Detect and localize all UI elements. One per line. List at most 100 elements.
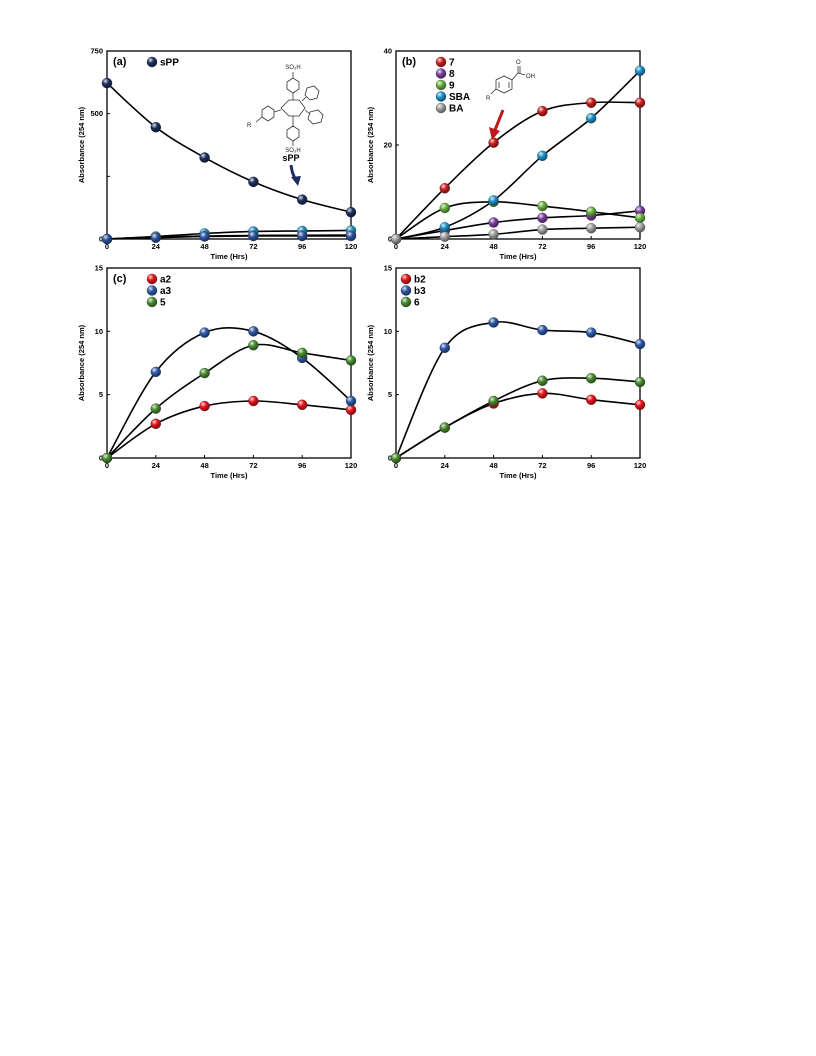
data-point-8 — [537, 212, 548, 224]
x-tick-label: 24 — [152, 242, 161, 251]
data-point-8 — [488, 217, 499, 228]
data-point-b3 — [537, 324, 548, 336]
legend-label: sPP — [160, 58, 179, 69]
x-tick-label: 0 — [105, 461, 109, 470]
y-tick-label: 0 — [99, 235, 103, 244]
legend-label: BA — [449, 104, 463, 115]
y-tick-label: 0 — [388, 454, 392, 463]
x-tick-label: 24 — [152, 461, 161, 470]
y-axis-label: Absorbance (254 nm) — [366, 106, 375, 183]
data-point-7 — [634, 97, 646, 108]
x-tick-label: 96 — [298, 461, 306, 470]
data-point-unlabeled-3 — [297, 230, 308, 242]
data-point-9 — [537, 200, 548, 212]
data-point-ba — [537, 224, 548, 235]
data-point-ba — [488, 229, 499, 240]
x-axis-label: Time (Hrs) — [500, 252, 537, 261]
data-point-a2 — [150, 418, 162, 429]
data-point-a3 — [345, 395, 357, 407]
x-tick-label: 0 — [394, 461, 398, 470]
data-point-spp — [345, 206, 357, 218]
data-point-sba — [439, 222, 450, 233]
data-point-b3 — [488, 317, 499, 328]
panel-label: (b) — [402, 56, 416, 68]
structure-label-r: R — [247, 123, 252, 129]
series-line-b2 — [395, 392, 641, 459]
plot-frame — [106, 50, 352, 240]
chart-panel-b: 0 24 48 72 96 120 0 20 40 Time (Hrs) Absorbance (2… — [366, 47, 646, 262]
panel-label: (a) — [113, 56, 127, 68]
legend-label: b3 — [414, 286, 426, 297]
legend-label: 9 — [449, 81, 455, 92]
data-point-5 — [248, 340, 259, 351]
legend-label: 7 — [449, 58, 455, 69]
data-point-a2 — [297, 399, 308, 410]
data-point-ba — [439, 231, 450, 242]
structure-label-r-b: R — [486, 96, 491, 102]
data-point-6 — [488, 395, 499, 407]
data-point-6 — [586, 373, 597, 384]
data-point-9 — [439, 202, 450, 214]
plot-frame — [395, 267, 641, 459]
series-line-6 — [395, 377, 641, 459]
plot-frame — [106, 267, 352, 459]
x-tick-label: 72 — [538, 461, 546, 470]
data-point-7 — [439, 183, 450, 194]
data-point-ba — [586, 222, 597, 234]
legend-label: 6 — [414, 298, 420, 309]
y-tick-label: 500 — [90, 109, 103, 118]
data-point-6 — [537, 375, 548, 386]
data-point-unlabeled-3 — [248, 230, 259, 242]
x-axis-label: Time (Hrs) — [500, 471, 537, 480]
data-point-unlabeled-3 — [199, 231, 210, 242]
legend-label: a3 — [160, 286, 172, 297]
legend-marker — [435, 102, 447, 114]
data-point-sba — [488, 195, 499, 206]
data-point-sba — [586, 113, 597, 124]
data-point-a2 — [248, 395, 259, 407]
x-tick-label: 120 — [345, 242, 358, 251]
y-tick-label: 10 — [384, 327, 392, 336]
data-point-a2 — [345, 404, 357, 416]
panel-label: (c) — [113, 273, 127, 285]
y-tick-label: 20 — [384, 141, 392, 150]
legend-label: a2 — [160, 275, 172, 286]
legend-marker — [400, 285, 412, 296]
chart-panel-c: 0 24 48 72 96 120 0 5 10 15 Time (Hrs) Absorbance (… — [77, 264, 357, 481]
arrow-head-benzoic — [489, 127, 500, 140]
legend-marker — [146, 285, 158, 296]
structure-label-so3h-top: SO₃H — [285, 65, 300, 71]
x-axis-label: Time (Hrs) — [211, 471, 248, 480]
legend-marker — [435, 91, 447, 102]
series-line-spp — [106, 82, 352, 213]
data-point-9 — [586, 206, 597, 217]
data-point-a3 — [150, 366, 162, 378]
x-tick-label: 0 — [105, 242, 109, 251]
data-point-b2 — [537, 388, 548, 399]
legend-marker — [146, 273, 158, 285]
y-axis-label: Absorbance (254 nm) — [77, 324, 86, 401]
x-tick-label: 0 — [394, 242, 398, 251]
data-point-5 — [297, 347, 308, 359]
series-line-a3 — [106, 327, 352, 459]
arrow-label-spp: sPP — [282, 153, 299, 163]
series-line-7 — [395, 101, 641, 240]
x-tick-label: 24 — [441, 461, 450, 470]
series-line-5 — [106, 343, 352, 459]
y-axis-label: Absorbance (254 nm) — [366, 324, 375, 401]
legend-label: 8 — [449, 69, 455, 80]
x-tick-label: 72 — [538, 242, 546, 251]
arrow-head-spp — [291, 176, 301, 186]
data-point-ba — [634, 222, 646, 233]
y-tick-label: 5 — [99, 390, 103, 399]
legend-label: 5 — [160, 298, 166, 309]
legend-marker — [400, 273, 412, 285]
y-tick-label: 15 — [384, 264, 392, 273]
data-point-a2 — [199, 400, 210, 412]
legend-marker — [435, 68, 447, 79]
data-point-sba — [634, 65, 646, 76]
data-point-spp — [248, 176, 259, 188]
data-point-7 — [488, 137, 499, 148]
y-axis-label: Absorbance (254 nm) — [77, 106, 86, 183]
